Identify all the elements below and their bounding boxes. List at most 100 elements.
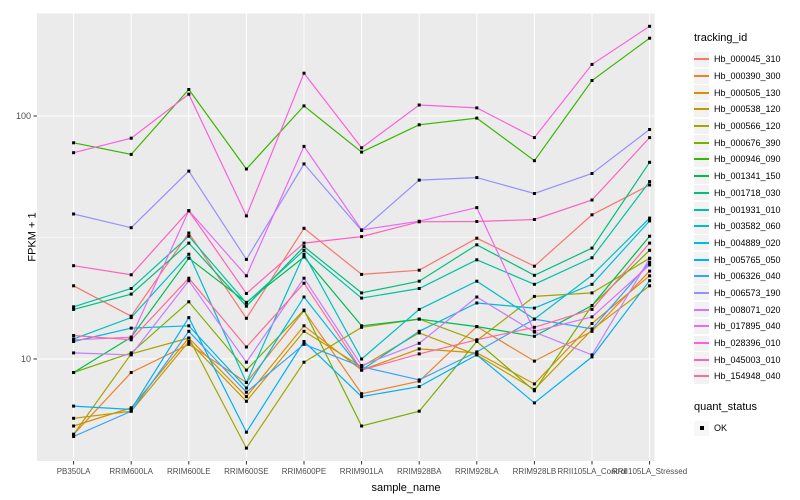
legend-item-Hb_001718_030: Hb_001718_030 [694,185,800,202]
data-point [72,212,76,216]
data-point [244,257,248,261]
data-point [187,252,191,256]
legend-item-Hb_000045_310: Hb_000045_310 [694,51,800,68]
legend-item-Hb_004889_020: Hb_004889_020 [694,235,800,252]
data-point [129,287,133,290]
data-point [187,324,191,328]
legend-item-Hb_001341_150: Hb_001341_150 [694,168,800,185]
legend-item-label: Hb_001718_030 [714,187,781,198]
data-point [417,220,421,224]
data-point [72,305,76,309]
data-point [302,144,306,148]
data-point [475,340,479,343]
data-point [187,342,191,346]
data-point [590,355,594,359]
y-axis: 100 10 [16,111,37,364]
data-point [590,307,594,311]
data-point [72,435,76,438]
data-point [532,282,536,286]
data-point [302,329,306,333]
data-point [648,260,652,264]
data-point [648,241,652,245]
data-point [302,252,306,256]
data-point [187,279,191,283]
series-color-line [694,325,709,328]
data-point [648,263,652,267]
data-point [648,136,652,140]
data-point [475,350,479,354]
line-swatch-icon [694,202,709,218]
data-point [417,385,421,389]
legend-item-label: Hb_154948_040 [714,371,781,382]
x-tick-label: RRIM928LA [455,467,499,476]
legend-item-Hb_000538_120: Hb_000538_120 [694,101,800,118]
data-point [72,284,76,288]
data-point [648,160,652,164]
legend-item-Hb_000946_090: Hb_000946_090 [694,151,800,168]
data-point [360,368,364,372]
data-point [244,368,248,372]
series-color-line [694,108,709,111]
data-point [129,351,133,355]
series-color-line [694,225,709,228]
data-point [475,220,479,223]
data-point [648,269,652,273]
data-point [244,274,248,278]
quant-status-legend: quant_status OK [694,401,800,437]
line-swatch-icon [694,51,709,67]
data-point [590,315,594,319]
data-point [475,338,479,342]
data-point [417,352,421,356]
data-point [187,88,191,91]
tracking-id-legend-items: Hb_000045_310 Hb_000390_300 Hb_000505_130 H… [694,51,800,385]
data-point [360,291,364,295]
line-swatch-icon [694,252,709,268]
legend-item-Hb_001931_010: Hb_001931_010 [694,201,800,218]
line-swatch-icon [694,368,709,384]
legend-item-label: Hb_000538_120 [714,104,781,115]
data-point [590,198,594,202]
data-point [475,176,479,180]
data-point [590,256,594,260]
series-color-line [694,75,709,78]
x-tick-label: RRIM928LB [513,467,557,476]
data-point [532,218,536,221]
legend-item-label: Hb_000390_300 [714,71,781,82]
data-point [417,378,421,382]
data-point [129,409,133,413]
data-point [532,317,536,321]
legend-item-Hb_000676_390: Hb_000676_390 [694,134,800,151]
data-point [532,192,536,195]
x-tick-label: RRIM928BA [397,467,442,476]
data-point [475,258,479,262]
series-color-line [694,191,709,194]
data-point [129,273,133,277]
legend-item-label: Hb_000676_390 [714,137,781,148]
data-point [302,71,306,75]
data-point [648,234,652,238]
data-point [187,329,191,333]
data-point [648,36,652,40]
data-point [417,279,421,283]
data-point [360,395,364,399]
legend-item-label: Hb_028396_010 [714,338,781,349]
data-point [360,228,364,232]
data-point [360,150,364,154]
data-point [417,178,421,182]
data-point [590,79,594,82]
data-point [302,308,306,312]
legend-item-Hb_006573_190: Hb_006573_190 [694,285,800,302]
legend-item-label: Hb_000505_130 [714,87,781,98]
data-point [72,307,76,311]
legend-item-Hb_000505_130: Hb_000505_130 [694,84,800,101]
line-swatch-icon [694,302,709,318]
black-square-point-icon [699,426,704,431]
data-point [532,294,536,298]
series-color-line [694,375,709,378]
data-point [302,241,306,245]
series-color-line [694,241,709,244]
data-point [187,241,191,245]
data-points [72,24,652,450]
data-point [590,213,594,217]
